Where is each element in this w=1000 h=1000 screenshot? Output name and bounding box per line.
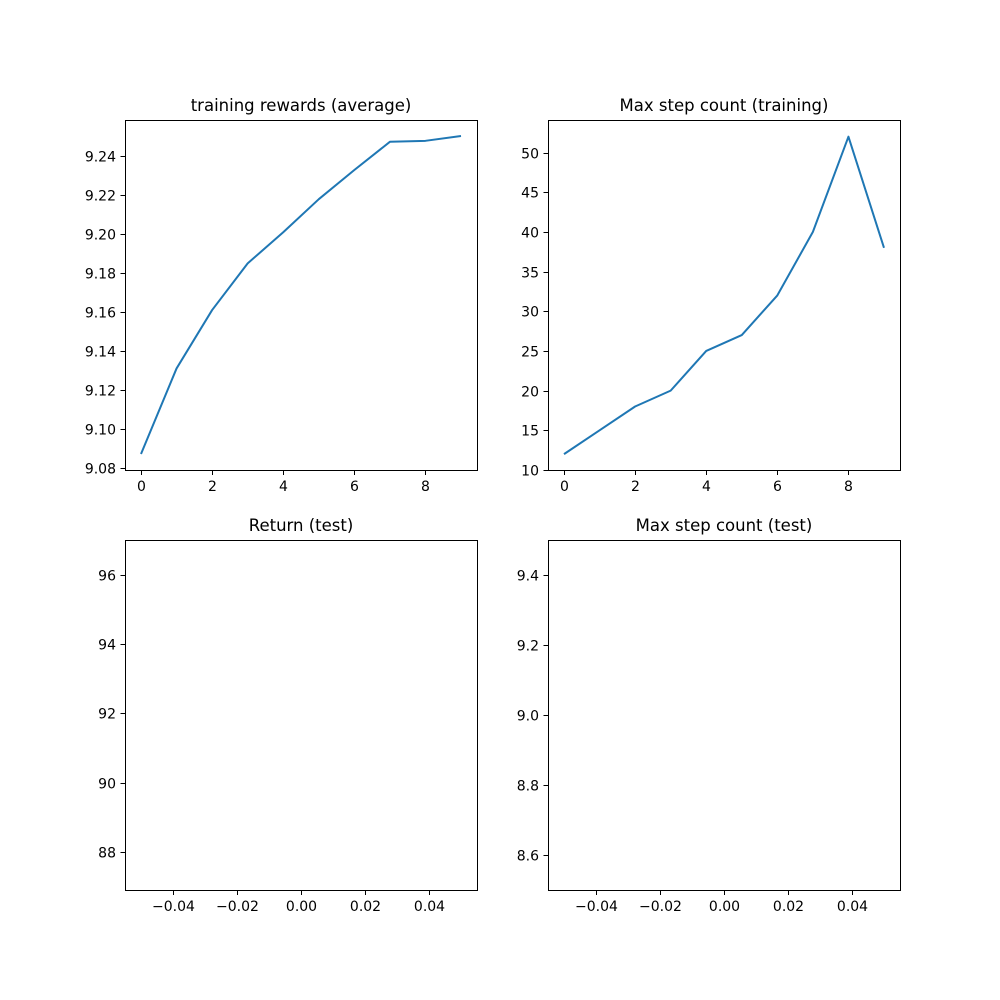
- plot-area-frame: [548, 120, 901, 471]
- x-tick-label: 0: [137, 479, 146, 495]
- y-tick-label: 9.2: [517, 639, 539, 655]
- x-tick-label: 0: [560, 479, 569, 495]
- subplot-3: Return (test) −0.04 −0.02 0.00 0.02 0.04 88 90 9…: [98, 516, 478, 915]
- y-tick-label: 9.10: [85, 423, 116, 439]
- x-tick-label: 8: [421, 479, 430, 495]
- chart-title: Max step count (training): [620, 96, 829, 115]
- y-tick-label: 15: [521, 424, 539, 440]
- y-tick-label: 90: [98, 777, 116, 793]
- x-tick-label: 0.04: [837, 899, 868, 915]
- chart-title: Return (test): [249, 516, 354, 535]
- x-tick-label: −0.02: [216, 899, 259, 915]
- x-tick-label: 8: [844, 479, 853, 495]
- series-line-1: [140, 134, 462, 455]
- x-tick-label: 6: [773, 479, 782, 495]
- y-tick-label: 88: [98, 846, 116, 862]
- x-tick-label: 0.04: [414, 899, 445, 915]
- y-tick-label: 9.22: [85, 189, 116, 205]
- x-tick-label: 0.02: [773, 899, 804, 915]
- y-tick-label: 92: [98, 707, 116, 723]
- plot-area-frame: [125, 540, 478, 891]
- x-tick-label: 0.00: [709, 899, 740, 915]
- y-tick-label: 96: [98, 569, 116, 585]
- y-tick-label: 25: [521, 345, 539, 361]
- y-tick-label: 9.18: [85, 267, 116, 283]
- y-tick-label: 8.6: [517, 849, 539, 865]
- y-tick-label: 9.24: [85, 150, 116, 166]
- x-tick-label: 0.00: [286, 899, 317, 915]
- y-tick-label: 35: [521, 266, 539, 282]
- y-tick-label: 8.8: [517, 779, 539, 795]
- y-tick-label: 9.12: [85, 384, 116, 400]
- chart-title: training rewards (average): [191, 96, 412, 115]
- y-tick-label: 9.14: [85, 345, 116, 361]
- x-tick-label: 0.02: [350, 899, 381, 915]
- x-tick-label: 2: [631, 479, 640, 495]
- y-tick-label: 50: [521, 147, 539, 163]
- subplot-2: Max step count (training) 0 2 4 6 8 10 15 20 25 30…: [521, 96, 901, 495]
- chart-title: Max step count (test): [636, 516, 813, 535]
- x-tick-label: 4: [702, 479, 711, 495]
- x-tick-label: 6: [350, 479, 359, 495]
- x-tick-label: −0.02: [639, 899, 682, 915]
- plot-area-frame: [125, 120, 478, 471]
- x-tick-label: 4: [279, 479, 288, 495]
- y-tick-label: 9.0: [517, 709, 539, 725]
- y-tick-label: 20: [521, 385, 539, 401]
- x-tick-label: −0.04: [152, 899, 195, 915]
- x-tick-label: 2: [208, 479, 217, 495]
- x-tick-label: −0.04: [575, 899, 618, 915]
- y-tick-label: 10: [521, 464, 539, 480]
- plot-area-frame: [548, 540, 901, 891]
- y-tick-label: 45: [521, 186, 539, 202]
- y-tick-label: 94: [98, 638, 116, 654]
- y-tick-label: 40: [521, 226, 539, 242]
- y-tick-label: 30: [521, 305, 539, 321]
- subplot-4: Max step count (test) −0.04 −0.02 0.00 0.02 0…: [517, 516, 901, 915]
- subplot-1: training rewards (average) 0 2 4 6 8 9.08 9.10 9…: [85, 96, 478, 495]
- series-line-1: [563, 135, 885, 455]
- y-tick-label: 9.20: [85, 228, 116, 244]
- y-tick-label: 9.4: [517, 569, 539, 585]
- y-tick-label: 9.16: [85, 306, 116, 322]
- y-tick-label: 9.08: [85, 462, 116, 478]
